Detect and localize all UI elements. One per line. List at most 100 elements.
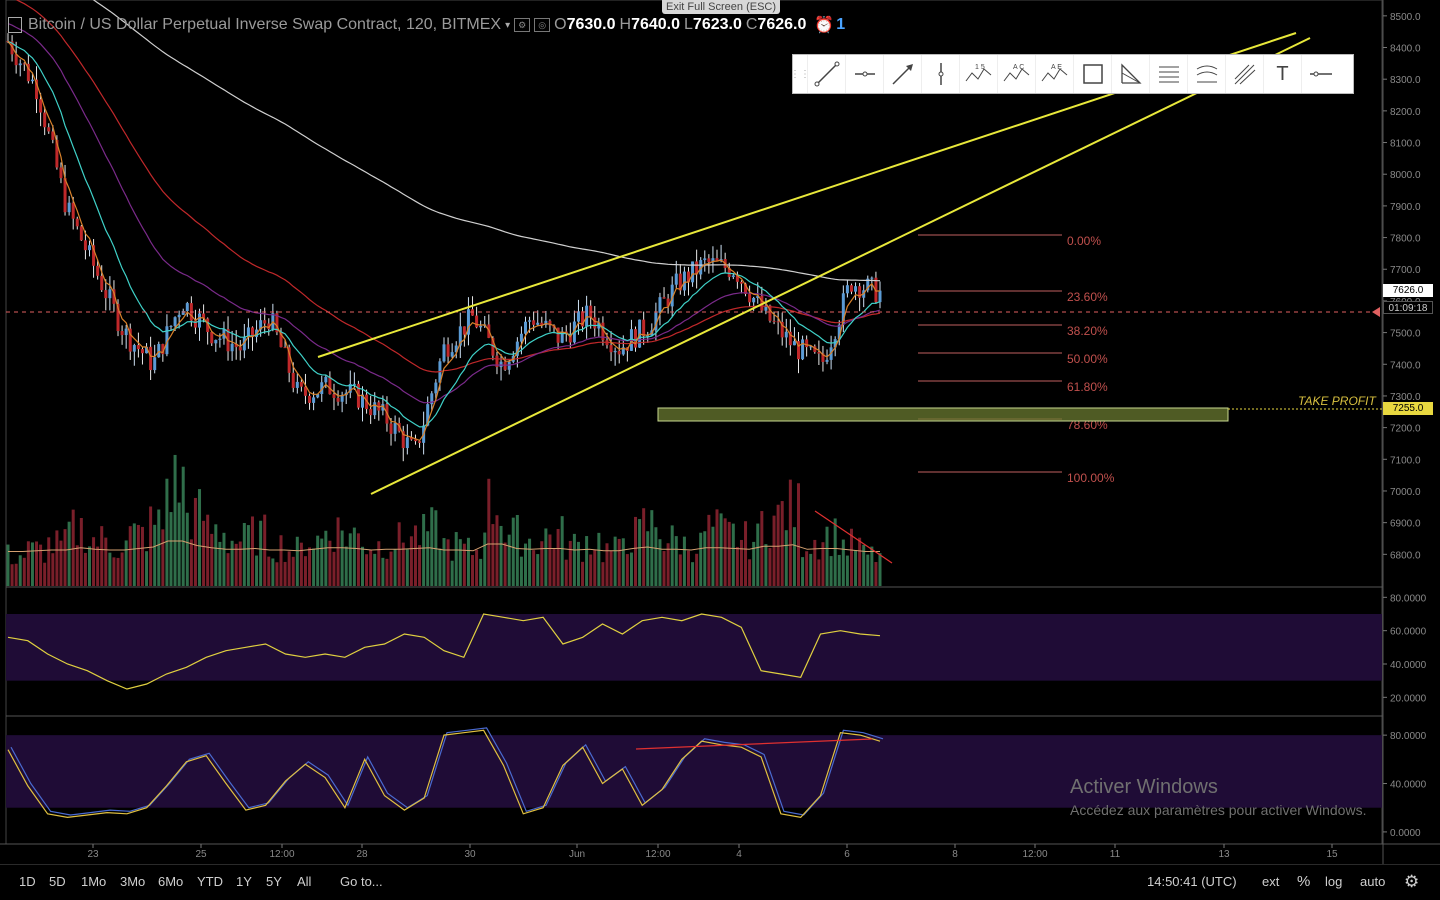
utc-clock[interactable]: 14:50:41 (UTC) — [1147, 874, 1237, 889]
volume-bar — [389, 551, 393, 586]
volume-bar — [336, 517, 340, 586]
elliott-wave-icon[interactable]: A E — [1035, 55, 1073, 93]
flag-icon[interactable] — [8, 17, 22, 33]
volume-bar — [797, 483, 801, 586]
ext-toggle[interactable]: ext — [1262, 874, 1280, 889]
horizontal-ray-icon[interactable] — [845, 55, 883, 93]
drag-handle-icon[interactable]: ⋮⋮ — [790, 68, 810, 80]
symbol-title[interactable]: Bitcoin / US Dollar Perpetual Inverse Sw… — [28, 16, 502, 33]
abcd-pattern-icon[interactable]: A C — [997, 55, 1035, 93]
countdown-tag: 01:09:18 — [1383, 301, 1433, 314]
percent-toggle[interactable]: % — [1297, 873, 1311, 890]
volume-bar — [59, 540, 63, 586]
vertical-line-icon[interactable] — [921, 55, 959, 93]
candle-body — [792, 341, 796, 346]
alarm-clock-icon[interactable]: ⏰ — [814, 17, 835, 34]
alert-count[interactable]: 1 — [836, 16, 846, 33]
fib-fan-icon[interactable] — [1111, 55, 1149, 93]
volume-bar — [87, 546, 91, 586]
candle-body — [136, 345, 140, 350]
volume-bar — [576, 541, 580, 586]
hide-icon[interactable]: ◎ — [534, 18, 551, 32]
chart-canvas[interactable]: 8500.0 8400.0 8300.0 8200.0 8100.0 8000.0 7900… — [0, 0, 1440, 864]
volume-bar — [801, 557, 805, 586]
fib-retracement-icon[interactable] — [1149, 55, 1187, 93]
auto-toggle[interactable]: auto — [1360, 874, 1386, 889]
timeframe-1d[interactable]: 1D — [19, 874, 36, 889]
timeframe-5y[interactable]: 5Y — [266, 874, 282, 889]
volume-bar — [491, 524, 495, 586]
time-tick-label: 8 — [952, 849, 958, 860]
open-label: O — [554, 16, 567, 33]
volume-bar — [198, 489, 202, 586]
candle-body — [744, 283, 748, 295]
take-profit-label: TAKE PROFIT — [1298, 394, 1376, 408]
volume-bar — [593, 549, 597, 586]
volume-bar — [348, 533, 352, 586]
horizontal-line-icon[interactable] — [1301, 55, 1339, 93]
xabcd-pattern-icon[interactable]: 1 5 — [959, 55, 997, 93]
timeframe-ytd[interactable]: YTD — [197, 874, 223, 889]
candle-body — [108, 289, 112, 299]
candle-body — [259, 320, 263, 330]
trend-line-icon[interactable] — [807, 55, 845, 93]
candle-body — [528, 320, 532, 322]
timeframe-3mo[interactable]: 3Mo — [120, 874, 146, 889]
gear-icon[interactable]: ⚙ — [1404, 872, 1420, 891]
candle-body — [206, 318, 210, 333]
volume-bar — [161, 529, 165, 586]
volume-bar — [83, 552, 87, 586]
timeframe-6mo[interactable]: 6Mo — [158, 874, 184, 889]
volume-bar — [426, 531, 430, 586]
exit-fullscreen-button[interactable]: Exit Full Screen (ESC) — [662, 0, 780, 14]
candle-body — [788, 331, 792, 346]
volume-bar — [625, 554, 629, 586]
volume-bar — [316, 535, 320, 586]
dropdown-icon[interactable]: ▾ — [505, 19, 511, 31]
price-tick-label: 7000.0 — [1390, 487, 1421, 498]
goto-button[interactable]: Go to... — [340, 874, 383, 889]
timeframe-1mo[interactable]: 1Mo — [81, 874, 107, 889]
log-toggle[interactable]: log — [1325, 874, 1343, 889]
rectangle-icon[interactable] — [1073, 55, 1111, 93]
volume-bar — [874, 562, 878, 586]
close-label: C — [745, 16, 758, 33]
volume-bar — [703, 531, 707, 586]
arrow-line-icon[interactable] — [883, 55, 921, 93]
pitchfork-icon[interactable] — [1225, 55, 1263, 93]
volume-bar — [511, 517, 515, 586]
candle-body — [670, 284, 674, 307]
candle-body — [507, 361, 511, 370]
activation-watermark-subtitle: Accédez aux paramètres pour activer Wind… — [1070, 802, 1367, 818]
volume-bar — [303, 556, 307, 586]
candle-body — [145, 346, 149, 354]
text-icon[interactable]: T — [1263, 55, 1301, 93]
candle-body — [153, 357, 157, 371]
candle-body — [519, 333, 523, 342]
timeframe-5d[interactable]: 5D — [49, 874, 66, 889]
candle-body — [556, 327, 560, 343]
candle-body — [446, 344, 450, 357]
volume-bar — [548, 534, 552, 586]
volume-bar — [597, 532, 601, 586]
timeframe-all[interactable]: All — [297, 874, 312, 889]
timeframe-1y[interactable]: 1Y — [236, 874, 252, 889]
candle-body — [185, 303, 189, 312]
price-tick-label: 8100.0 — [1390, 139, 1421, 150]
stoch-d-line — [10, 727, 884, 816]
time-tick-label: 25 — [195, 849, 207, 860]
candle-body — [426, 404, 430, 426]
candle-body — [100, 275, 104, 291]
candle-body — [332, 394, 336, 398]
settings-icon[interactable]: ⚙ — [514, 18, 531, 32]
fib-channel-icon[interactable] — [1187, 55, 1225, 93]
volume-bar — [862, 544, 866, 586]
candle-body — [242, 337, 246, 351]
volume-bar — [259, 520, 263, 586]
candle-body — [491, 337, 495, 356]
ema-50-line — [7, 22, 881, 404]
candle-body — [601, 322, 605, 341]
volume-bar — [739, 539, 743, 586]
candle-body — [756, 295, 760, 298]
volume-bar — [707, 514, 711, 586]
